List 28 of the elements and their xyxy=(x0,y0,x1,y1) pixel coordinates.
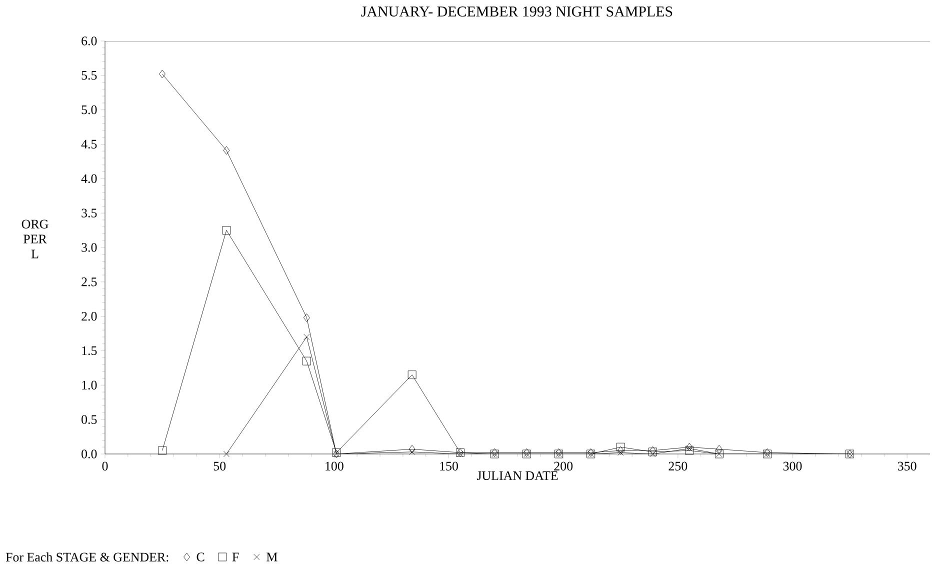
x-tick-label: 250 xyxy=(668,462,688,470)
x-tick-label: 350 xyxy=(898,462,916,470)
y-tick-label: 5.0 xyxy=(82,105,97,114)
x-tick-label: 50 xyxy=(214,462,226,470)
y-tick-label: 0.5 xyxy=(82,415,97,424)
y-tick-label: 4.0 xyxy=(81,174,97,184)
x-tick-label: 150 xyxy=(440,462,458,470)
legend-label: C xyxy=(196,552,204,562)
x-tick-label: 300 xyxy=(783,462,802,470)
legend-title: For Each STAGE & GENDER: xyxy=(6,552,168,562)
y-tick-label: 1.0 xyxy=(82,380,97,390)
x-tick-label: 200 xyxy=(554,462,573,470)
y-tick-label: 0.0 xyxy=(82,450,97,458)
chart-title: JANUARY- DECEMBER 1993 NIGHT SAMPLES xyxy=(361,6,672,17)
y-tick-label: 5.5 xyxy=(82,71,97,80)
x-tick-label: 0 xyxy=(102,462,108,470)
y-tick-label: 1.5 xyxy=(82,346,97,356)
x-axis-title: JULIAN DATE xyxy=(476,471,558,480)
y-tick-label: 3.5 xyxy=(82,208,97,218)
y-tick-label: 6.0 xyxy=(82,36,97,46)
x-tick-label: 100 xyxy=(326,462,344,470)
y-tick-label: 2.5 xyxy=(82,278,97,286)
legend-label: M xyxy=(266,552,278,562)
y-tick-label: 3.0 xyxy=(82,243,97,252)
legend-label: F xyxy=(232,552,239,562)
y-tick-label: 2.0 xyxy=(82,312,97,321)
y-tick-label: 4.5 xyxy=(81,140,97,149)
y-axis-title: ORG PER L xyxy=(22,220,48,258)
